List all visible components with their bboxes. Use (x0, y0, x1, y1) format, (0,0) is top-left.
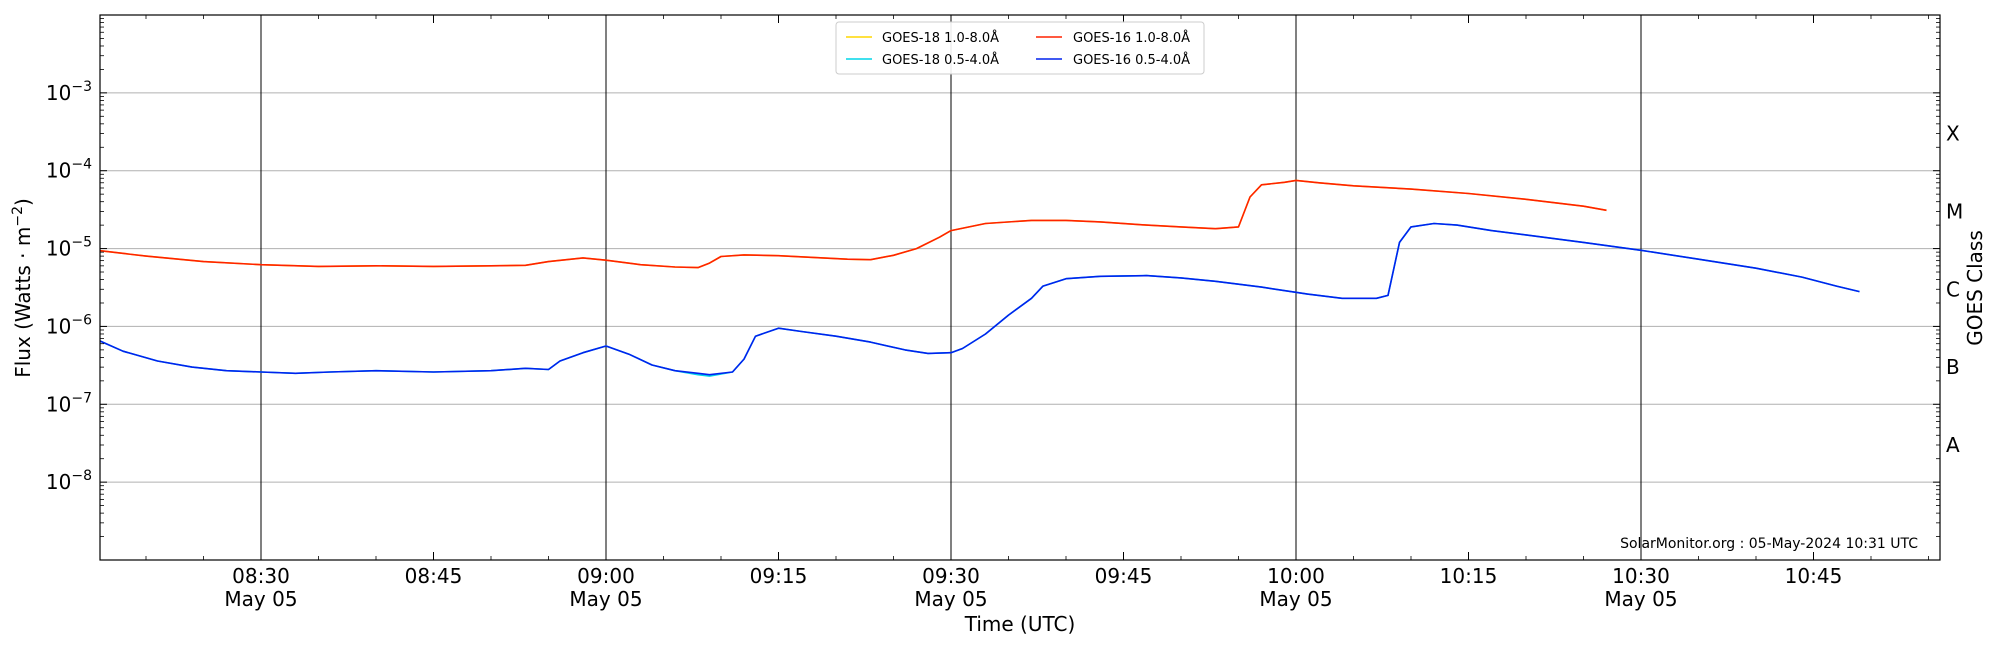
legend-label: GOES-18 0.5-4.0Å (882, 52, 999, 68)
goes-class-label: X (1946, 122, 1960, 146)
x-tick-label: 10:30 (1612, 564, 1670, 588)
series-layer (99, 179, 1860, 377)
goes-class-label: M (1946, 199, 1963, 223)
x-tick-sublabel: May 05 (569, 587, 642, 611)
x-tick-label: 10:00 (1267, 564, 1325, 588)
x-tick-label: 10:15 (1440, 564, 1498, 588)
x-tick-sublabel: May 05 (224, 587, 297, 611)
x-tick-label: 09:30 (922, 564, 980, 588)
series-line-4 (99, 222, 1860, 376)
x-tick-label: 09:00 (577, 564, 635, 588)
x-tick-label: 10:45 (1785, 564, 1843, 588)
x-tick-label: 08:45 (405, 564, 463, 588)
goes-class-label: A (1946, 433, 1960, 457)
y-tick-label: 10−8 (46, 468, 92, 494)
goes-class-label: C (1946, 277, 1960, 301)
x-tick-label: 08:30 (232, 564, 290, 588)
x-tick-label: 09:15 (750, 564, 808, 588)
legend-label: GOES-16 1.0-8.0Å (1073, 30, 1190, 46)
series-line-2 (99, 179, 1607, 269)
y-tick-label: 10−3 (46, 79, 92, 105)
y-axis-label: Flux (Watts · m−2) (10, 198, 35, 378)
y-tick-label: 10−4 (46, 157, 92, 183)
legend: GOES-18 1.0-8.0Å GOES-18 0.5-4.0Å GOES-16 … (835, 21, 1205, 75)
day-marker-lines (260, 15, 1642, 560)
x-tick-sublabel: May 05 (914, 587, 987, 611)
legend-label: GOES-18 1.0-8.0Å (882, 30, 999, 46)
grid-layer (100, 92, 1940, 483)
y-tick-label: 10−5 (46, 235, 92, 261)
y-tick-label: 10−7 (46, 390, 92, 416)
goes-class-label: B (1946, 355, 1960, 379)
x-tick-label: 09:45 (1095, 564, 1153, 588)
legend-box (835, 21, 1205, 75)
y-tick-label: 10−6 (46, 312, 92, 338)
x-tick-sublabel: May 05 (1604, 587, 1677, 611)
watermark: SolarMonitor.org : 05-May-2024 10:31 UTC (1620, 536, 1918, 552)
legend-label: GOES-16 0.5-4.0Å (1073, 52, 1190, 68)
x-tick-sublabel: May 05 (1259, 587, 1332, 611)
x-axis-label: Time (UTC) (964, 612, 1076, 636)
plot-frame (99, 14, 1941, 561)
goes-class-axis-label: GOES Class (1963, 230, 1987, 346)
